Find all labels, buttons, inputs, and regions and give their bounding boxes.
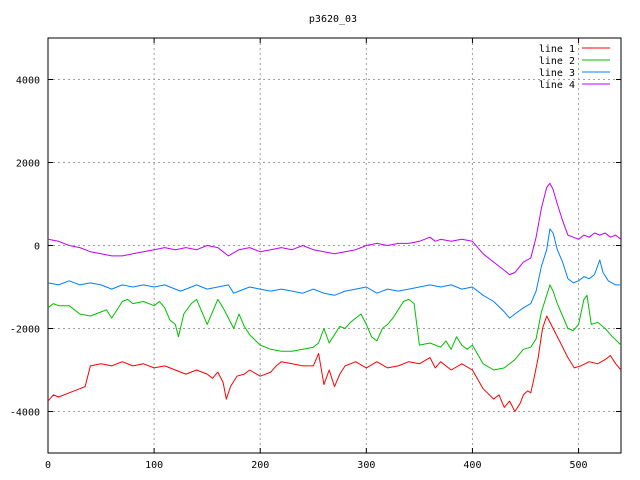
x-tick-label: 300 [357,460,375,471]
axis-ticks: 0 100 200 300 400 500 -4000 -2000 0 2000 4000 [10,38,621,471]
y-tick-label: -2000 [10,325,40,336]
x-tick-label: 100 [145,460,163,471]
x-tick-label: 200 [251,460,269,471]
x-tick-label: 400 [463,460,481,471]
y-tick-label: -4000 [10,408,40,419]
series-line-2 [47,284,622,371]
y-tick-label: 0 [34,242,40,253]
x-tick-label: 0 [45,460,51,471]
legend-label-3: line 3 [539,68,575,79]
chart-title: p3620_03 [309,14,357,25]
series-line-4 [47,182,622,276]
legend-label-1: line 1 [539,44,575,55]
legend-label-4: line 4 [539,80,575,91]
grid [48,38,621,453]
series-line-1 [47,315,622,412]
series-line-3 [47,228,621,319]
y-tick-label: 4000 [16,76,40,87]
legend-label-2: line 2 [539,56,575,67]
series-layer [47,182,622,412]
x-tick-label: 500 [570,460,588,471]
y-tick-label: 2000 [16,159,40,170]
